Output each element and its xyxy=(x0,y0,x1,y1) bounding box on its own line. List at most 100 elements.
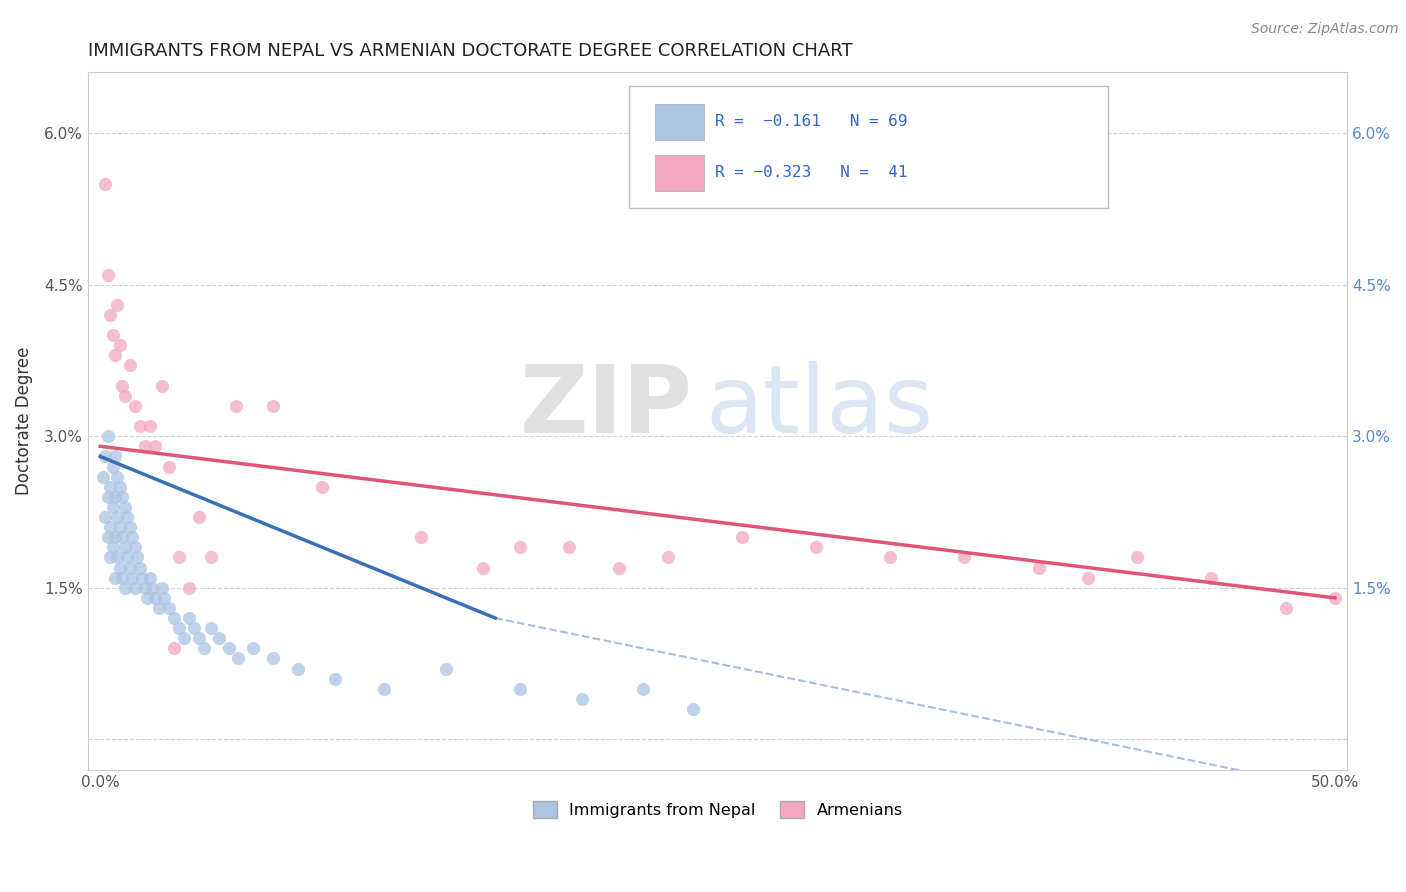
Point xyxy=(134,581,156,595)
Point xyxy=(108,520,131,534)
Point xyxy=(471,560,494,574)
Point xyxy=(188,510,211,524)
Point xyxy=(131,571,153,585)
Point xyxy=(411,530,433,544)
Point xyxy=(111,530,134,544)
Point xyxy=(107,550,129,565)
Point xyxy=(373,681,395,696)
Point xyxy=(1077,571,1099,585)
Point xyxy=(104,530,127,544)
Point xyxy=(571,692,593,706)
Point xyxy=(806,541,828,555)
Point xyxy=(104,450,127,464)
Point xyxy=(657,550,679,565)
Point xyxy=(558,541,581,555)
Point xyxy=(323,672,346,686)
Point xyxy=(101,541,124,555)
Text: Source: ZipAtlas.com: Source: ZipAtlas.com xyxy=(1251,22,1399,37)
Point xyxy=(124,399,146,413)
Legend: Immigrants from Nepal, Armenians: Immigrants from Nepal, Armenians xyxy=(526,795,908,824)
Point xyxy=(509,541,531,555)
Point xyxy=(94,177,117,191)
Point xyxy=(509,681,531,696)
Point xyxy=(434,662,457,676)
Point xyxy=(97,429,120,443)
Point xyxy=(114,581,136,595)
Point xyxy=(1201,571,1223,585)
Point xyxy=(124,541,146,555)
Point xyxy=(173,632,195,646)
Point xyxy=(157,459,180,474)
Point xyxy=(731,530,754,544)
Point xyxy=(262,651,284,665)
Text: ZIP: ZIP xyxy=(519,361,692,453)
Point xyxy=(91,469,114,483)
Point xyxy=(104,490,127,504)
Point xyxy=(143,591,166,605)
Point xyxy=(114,389,136,403)
Point xyxy=(108,338,131,352)
Point xyxy=(157,601,180,615)
Point xyxy=(177,581,200,595)
Point xyxy=(143,439,166,453)
Point xyxy=(98,480,121,494)
Point xyxy=(163,641,186,656)
Point xyxy=(117,550,139,565)
Point xyxy=(141,581,163,595)
Point xyxy=(101,500,124,514)
Point xyxy=(148,601,170,615)
Point xyxy=(150,581,173,595)
Text: IMMIGRANTS FROM NEPAL VS ARMENIAN DOCTORATE DEGREE CORRELATION CHART: IMMIGRANTS FROM NEPAL VS ARMENIAN DOCTOR… xyxy=(87,42,852,60)
Point xyxy=(121,571,143,585)
Point xyxy=(262,399,284,413)
Point xyxy=(163,611,186,625)
Point xyxy=(107,510,129,524)
Point xyxy=(128,560,150,574)
Point xyxy=(121,530,143,544)
Point xyxy=(1323,591,1346,605)
Point xyxy=(127,550,149,565)
Point xyxy=(98,550,121,565)
Point xyxy=(138,419,160,434)
Point xyxy=(107,298,129,312)
Point xyxy=(117,510,139,524)
Point xyxy=(242,641,264,656)
Point xyxy=(111,490,134,504)
Point xyxy=(167,550,190,565)
Point xyxy=(118,359,141,373)
FancyBboxPatch shape xyxy=(630,87,1108,209)
FancyBboxPatch shape xyxy=(655,103,703,140)
Point xyxy=(98,520,121,534)
Point xyxy=(1028,560,1050,574)
Point xyxy=(167,621,190,635)
Point xyxy=(177,611,200,625)
Point xyxy=(111,378,134,392)
Point xyxy=(193,641,215,656)
Point xyxy=(208,632,231,646)
Point xyxy=(97,530,120,544)
Point xyxy=(183,621,205,635)
Text: R = −0.323   N =  41: R = −0.323 N = 41 xyxy=(716,165,907,180)
Point xyxy=(1274,601,1296,615)
Point xyxy=(682,702,704,716)
Point xyxy=(225,399,247,413)
Text: R =  −0.161   N = 69: R = −0.161 N = 69 xyxy=(716,114,907,129)
Point xyxy=(101,459,124,474)
Point xyxy=(607,560,630,574)
Point xyxy=(287,662,309,676)
Point xyxy=(200,621,222,635)
Point xyxy=(153,591,176,605)
Point xyxy=(111,571,134,585)
Point xyxy=(104,571,127,585)
Point xyxy=(98,308,121,322)
Y-axis label: Doctorate Degree: Doctorate Degree xyxy=(15,347,32,495)
Point xyxy=(136,591,159,605)
Point xyxy=(124,581,146,595)
Point xyxy=(633,681,655,696)
Point xyxy=(94,510,117,524)
Point xyxy=(953,550,976,565)
Point xyxy=(188,632,211,646)
Point xyxy=(228,651,250,665)
Point xyxy=(108,560,131,574)
Point xyxy=(128,419,150,434)
